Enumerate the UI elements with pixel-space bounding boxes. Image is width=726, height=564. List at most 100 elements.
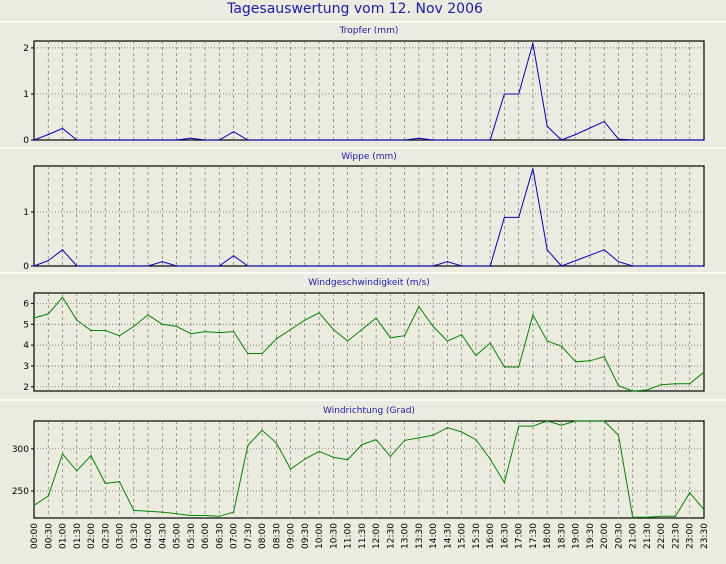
data-point [546,420,548,422]
data-point [503,366,506,368]
data-point [617,138,620,140]
data-point [347,459,349,461]
data-point [660,265,662,267]
data-point [546,249,548,251]
data-point [318,312,320,314]
data-point [161,261,163,263]
x-tick-label: 18:30 [557,523,567,549]
x-tick-label: 12:30 [386,523,396,549]
data-point [418,265,420,267]
data-point [532,168,534,170]
data-point [218,515,220,517]
x-tick-label: 07:00 [230,523,240,549]
data-point [518,216,520,218]
data-point [161,511,163,513]
data-point [617,261,620,263]
data-point [318,450,320,452]
y-tick-label: 0 [23,262,29,272]
x-tick-label: 02:00 [87,523,97,549]
series-line [33,420,705,518]
data-point [660,384,662,386]
data-point [90,454,92,457]
data-point [275,139,277,141]
x-tick-label: 05:00 [173,523,183,549]
data-point [361,265,363,267]
data-point [218,139,220,141]
x-tick-label: 14:00 [429,523,439,549]
data-point [47,259,49,262]
data-point [603,355,605,358]
y-tick-label: 3 [23,362,29,372]
data-point [375,265,377,267]
data-point [361,139,363,141]
data-point [33,265,35,267]
data-point [617,434,620,436]
x-tick-label: 01:30 [73,523,83,549]
data-point [703,508,705,511]
panel-4: Windrichtung (Grad) 250 300 [0,399,726,519]
data-point [361,328,363,331]
data-point [147,510,149,512]
data-point [147,265,149,267]
data-point [603,420,605,422]
data-point [247,352,249,355]
data-point [461,334,463,336]
data-point [560,265,563,267]
data-point [575,361,577,363]
y-tick-label: 300 [12,445,29,455]
data-point [532,314,534,316]
panel-title: Tropfer (mm) [339,26,399,36]
data-point [232,255,235,257]
data-point [204,139,206,141]
data-point [347,139,349,141]
x-tick-label: 12:00 [372,523,382,549]
x-tick-label: 13:00 [401,523,411,549]
data-point [703,139,705,141]
y-tick-label: 250 [12,487,29,497]
data-point [404,335,406,337]
data-point [190,514,192,517]
data-point [275,442,277,444]
data-point [375,438,377,441]
data-point [289,328,292,331]
data-point [289,468,292,470]
panel-1: Tropfer (mm) 0 1 2 [0,21,726,146]
data-point [475,438,477,441]
x-tick-label: 16:30 [500,523,510,549]
data-point [33,504,35,506]
data-point [375,139,377,141]
data-point [47,495,49,497]
data-point [318,265,320,267]
plot-area [33,40,705,141]
data-point [247,265,249,267]
data-point [375,317,377,319]
x-tick-label: 16:00 [486,523,496,549]
y-tick-label: 0 [23,136,29,146]
data-point [446,139,449,141]
data-point [674,139,677,141]
data-point [332,328,334,331]
x-tick-label: 09:00 [287,523,297,549]
panel-title: Windrichtung (Grad) [323,406,415,416]
y-tick-label: 1 [23,208,29,218]
data-point [204,330,206,333]
x-tick-label: 00:00 [30,523,40,549]
x-tick-label: 06:00 [201,523,211,549]
data-point [190,333,192,335]
data-point [432,325,434,327]
data-point [190,265,192,267]
data-point [247,444,249,447]
data-point [632,139,634,141]
x-tick-label: 23:30 [700,523,710,549]
data-point [232,330,235,333]
data-point [190,137,192,139]
data-point [175,265,178,267]
data-point [133,509,135,512]
data-point [104,139,106,141]
x-tick-label: 02:30 [101,523,111,549]
data-point [404,265,406,267]
data-point [347,265,349,267]
data-point [475,354,477,357]
x-tick-label: 19:30 [586,523,596,549]
x-tick-label: 15:30 [472,523,482,549]
